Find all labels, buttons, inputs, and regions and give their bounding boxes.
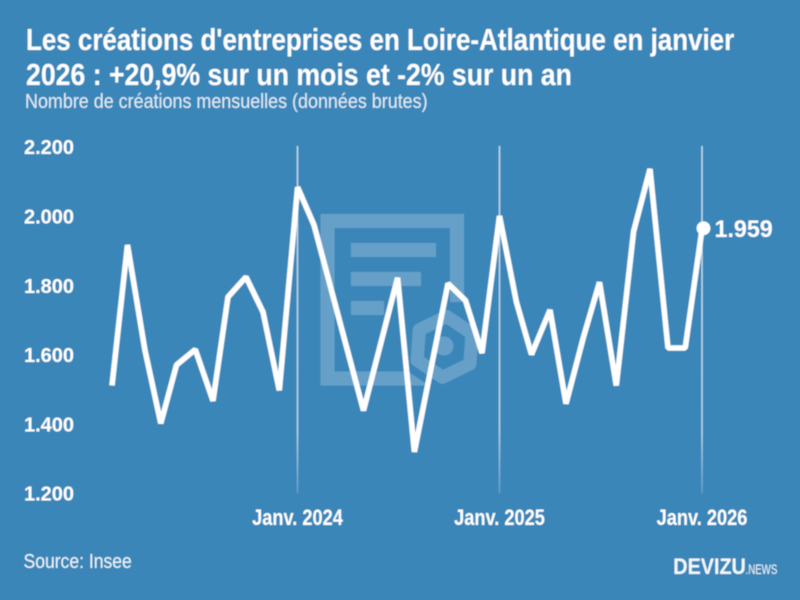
svg-text:2.000: 2.000 xyxy=(24,207,74,229)
svg-text:Source: Insee: Source: Insee xyxy=(24,550,132,572)
svg-text:1.200: 1.200 xyxy=(24,484,74,506)
svg-text:Les créations d'entreprises en: Les créations d'entreprises en Loire-Atl… xyxy=(26,23,734,58)
svg-text:.NEWS: .NEWS xyxy=(746,563,778,578)
svg-text:2026 : +20,9% sur un mois et -: 2026 : +20,9% sur un mois et -2% sur un … xyxy=(26,58,572,92)
svg-text:Janv. 2026: Janv. 2026 xyxy=(657,506,748,530)
svg-text:1.600: 1.600 xyxy=(24,345,74,367)
svg-text:2.200: 2.200 xyxy=(24,137,74,159)
svg-text:1.400: 1.400 xyxy=(24,414,74,436)
svg-text:1.959: 1.959 xyxy=(715,217,773,243)
svg-text:DEVIZU: DEVIZU xyxy=(673,555,746,579)
svg-text:1.800: 1.800 xyxy=(24,276,74,298)
svg-text:Janv. 2025: Janv. 2025 xyxy=(454,506,545,530)
svg-text:Janv. 2024: Janv. 2024 xyxy=(252,506,343,530)
svg-text:Nombre de créations mensuelles: Nombre de créations mensuelles (données … xyxy=(25,91,428,113)
